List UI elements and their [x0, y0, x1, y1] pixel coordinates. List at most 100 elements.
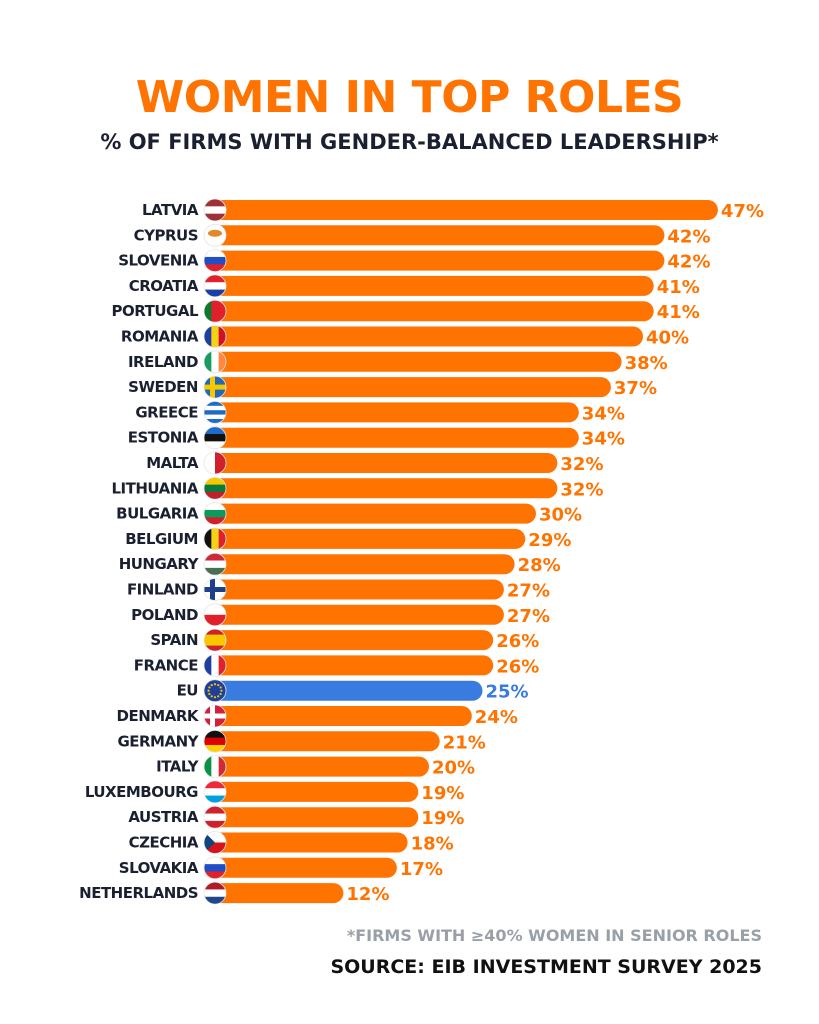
- flag-outline: [203, 805, 227, 829]
- bar: [215, 807, 419, 828]
- bar: [215, 756, 429, 777]
- category-label: LUXEMBOURG: [85, 783, 198, 801]
- category-label: PORTUGAL: [111, 302, 198, 320]
- flag-outline: [203, 198, 227, 222]
- bar: [215, 832, 408, 853]
- category-label: SLOVENIA: [118, 252, 199, 270]
- bar: [215, 655, 494, 676]
- value-label: 29%: [528, 530, 571, 551]
- value-label: 12%: [346, 884, 389, 905]
- flag-outline: [203, 628, 227, 652]
- bar: [215, 781, 419, 802]
- bar: [215, 427, 579, 448]
- bar: [215, 503, 536, 524]
- flag-outline: [203, 780, 227, 804]
- flag-icon: [204, 856, 226, 879]
- flag-outline: [203, 426, 227, 450]
- flag-icon: [204, 502, 226, 525]
- value-label: 24%: [475, 707, 518, 728]
- flag-icon: [204, 831, 226, 854]
- category-label: LATVIA: [142, 201, 199, 219]
- flag-outline: [203, 375, 227, 399]
- flag-outline: [203, 679, 227, 703]
- value-label: 42%: [667, 252, 710, 273]
- flag-outline: [203, 755, 227, 778]
- flag-outline: [203, 578, 227, 601]
- category-label: SLOVAKIA: [119, 859, 199, 877]
- category-label: SWEDEN: [128, 378, 198, 396]
- flag-outline: [203, 552, 227, 576]
- value-label: 17%: [400, 859, 443, 880]
- flag-icon: [204, 401, 226, 424]
- bar: [215, 377, 611, 398]
- value-label: 21%: [443, 732, 486, 753]
- bar: [215, 200, 718, 220]
- category-label: GERMANY: [117, 732, 199, 750]
- flag-icon: [204, 477, 226, 500]
- flag-icon: [204, 780, 226, 803]
- flag-icon: [204, 224, 226, 247]
- bar: [215, 402, 579, 423]
- flag-outline: [203, 451, 227, 475]
- category-label: CROATIA: [129, 277, 199, 295]
- flag-icon: [204, 426, 226, 449]
- category-label: CZECHIA: [129, 834, 199, 852]
- source-note: SOURCE: EIB INVESTMENT SURVEY 2025: [330, 956, 762, 978]
- flag-outline: [203, 831, 227, 854]
- value-label: 40%: [646, 328, 689, 349]
- category-label: FINLAND: [127, 581, 198, 599]
- flag-outline: [203, 223, 227, 247]
- value-label: 27%: [507, 581, 550, 602]
- category-label: HUNGARY: [119, 555, 200, 573]
- value-label: 20%: [432, 758, 475, 779]
- flag-icon: [204, 452, 226, 474]
- flag-outline: [203, 249, 227, 273]
- value-label: 30%: [539, 505, 582, 526]
- footnote: *FIRMS WITH ≥40% WOMEN IN SENIOR ROLES: [346, 926, 762, 945]
- category-label: IRELAND: [128, 353, 198, 371]
- category-label: MALTA: [146, 454, 199, 472]
- flag-icon: [204, 300, 226, 323]
- bar: [215, 857, 397, 878]
- flag-outline: [203, 527, 227, 551]
- value-label: 47%: [721, 201, 764, 222]
- flag-outline: [203, 603, 227, 627]
- flag-icon: [204, 705, 226, 727]
- flag-icon: [204, 527, 226, 550]
- bar: [215, 528, 526, 549]
- category-label: FRANCE: [134, 656, 198, 674]
- bar: [215, 680, 483, 701]
- value-label: 25%: [486, 682, 529, 703]
- category-label: BULGARIA: [116, 505, 199, 523]
- chart-subtitle: % OF FIRMS WITH GENDER-BALANCED LEADERSH…: [100, 130, 719, 154]
- flag-icon: [204, 755, 226, 778]
- value-label: 26%: [496, 631, 539, 652]
- value-label: 37%: [614, 378, 657, 399]
- bar: [215, 478, 558, 499]
- flag-icon: [204, 249, 226, 272]
- flag-outline: [203, 654, 227, 677]
- flag-icon: [204, 679, 226, 702]
- flag-outline: [203, 502, 227, 525]
- flag-icon: [204, 603, 226, 626]
- bar: [215, 554, 515, 575]
- flag-icon: [204, 553, 226, 576]
- bar: [215, 579, 504, 600]
- bar: [215, 604, 504, 625]
- flag-outline: [203, 704, 227, 728]
- flag-outline: [203, 299, 227, 323]
- bar: [215, 301, 654, 322]
- bar: [215, 630, 494, 651]
- bar: [215, 275, 654, 296]
- category-label: NETHERLANDS: [79, 884, 198, 902]
- flag-icon: [204, 199, 226, 221]
- category-label: GREECE: [135, 403, 198, 421]
- flag-outline: [203, 325, 227, 348]
- category-label: CYPRUS: [134, 226, 198, 244]
- bar: [215, 351, 622, 372]
- category-label: DENMARK: [117, 707, 200, 725]
- flag-icon: [204, 882, 226, 905]
- flag-icon: [204, 325, 226, 348]
- value-label: 18%: [411, 834, 454, 855]
